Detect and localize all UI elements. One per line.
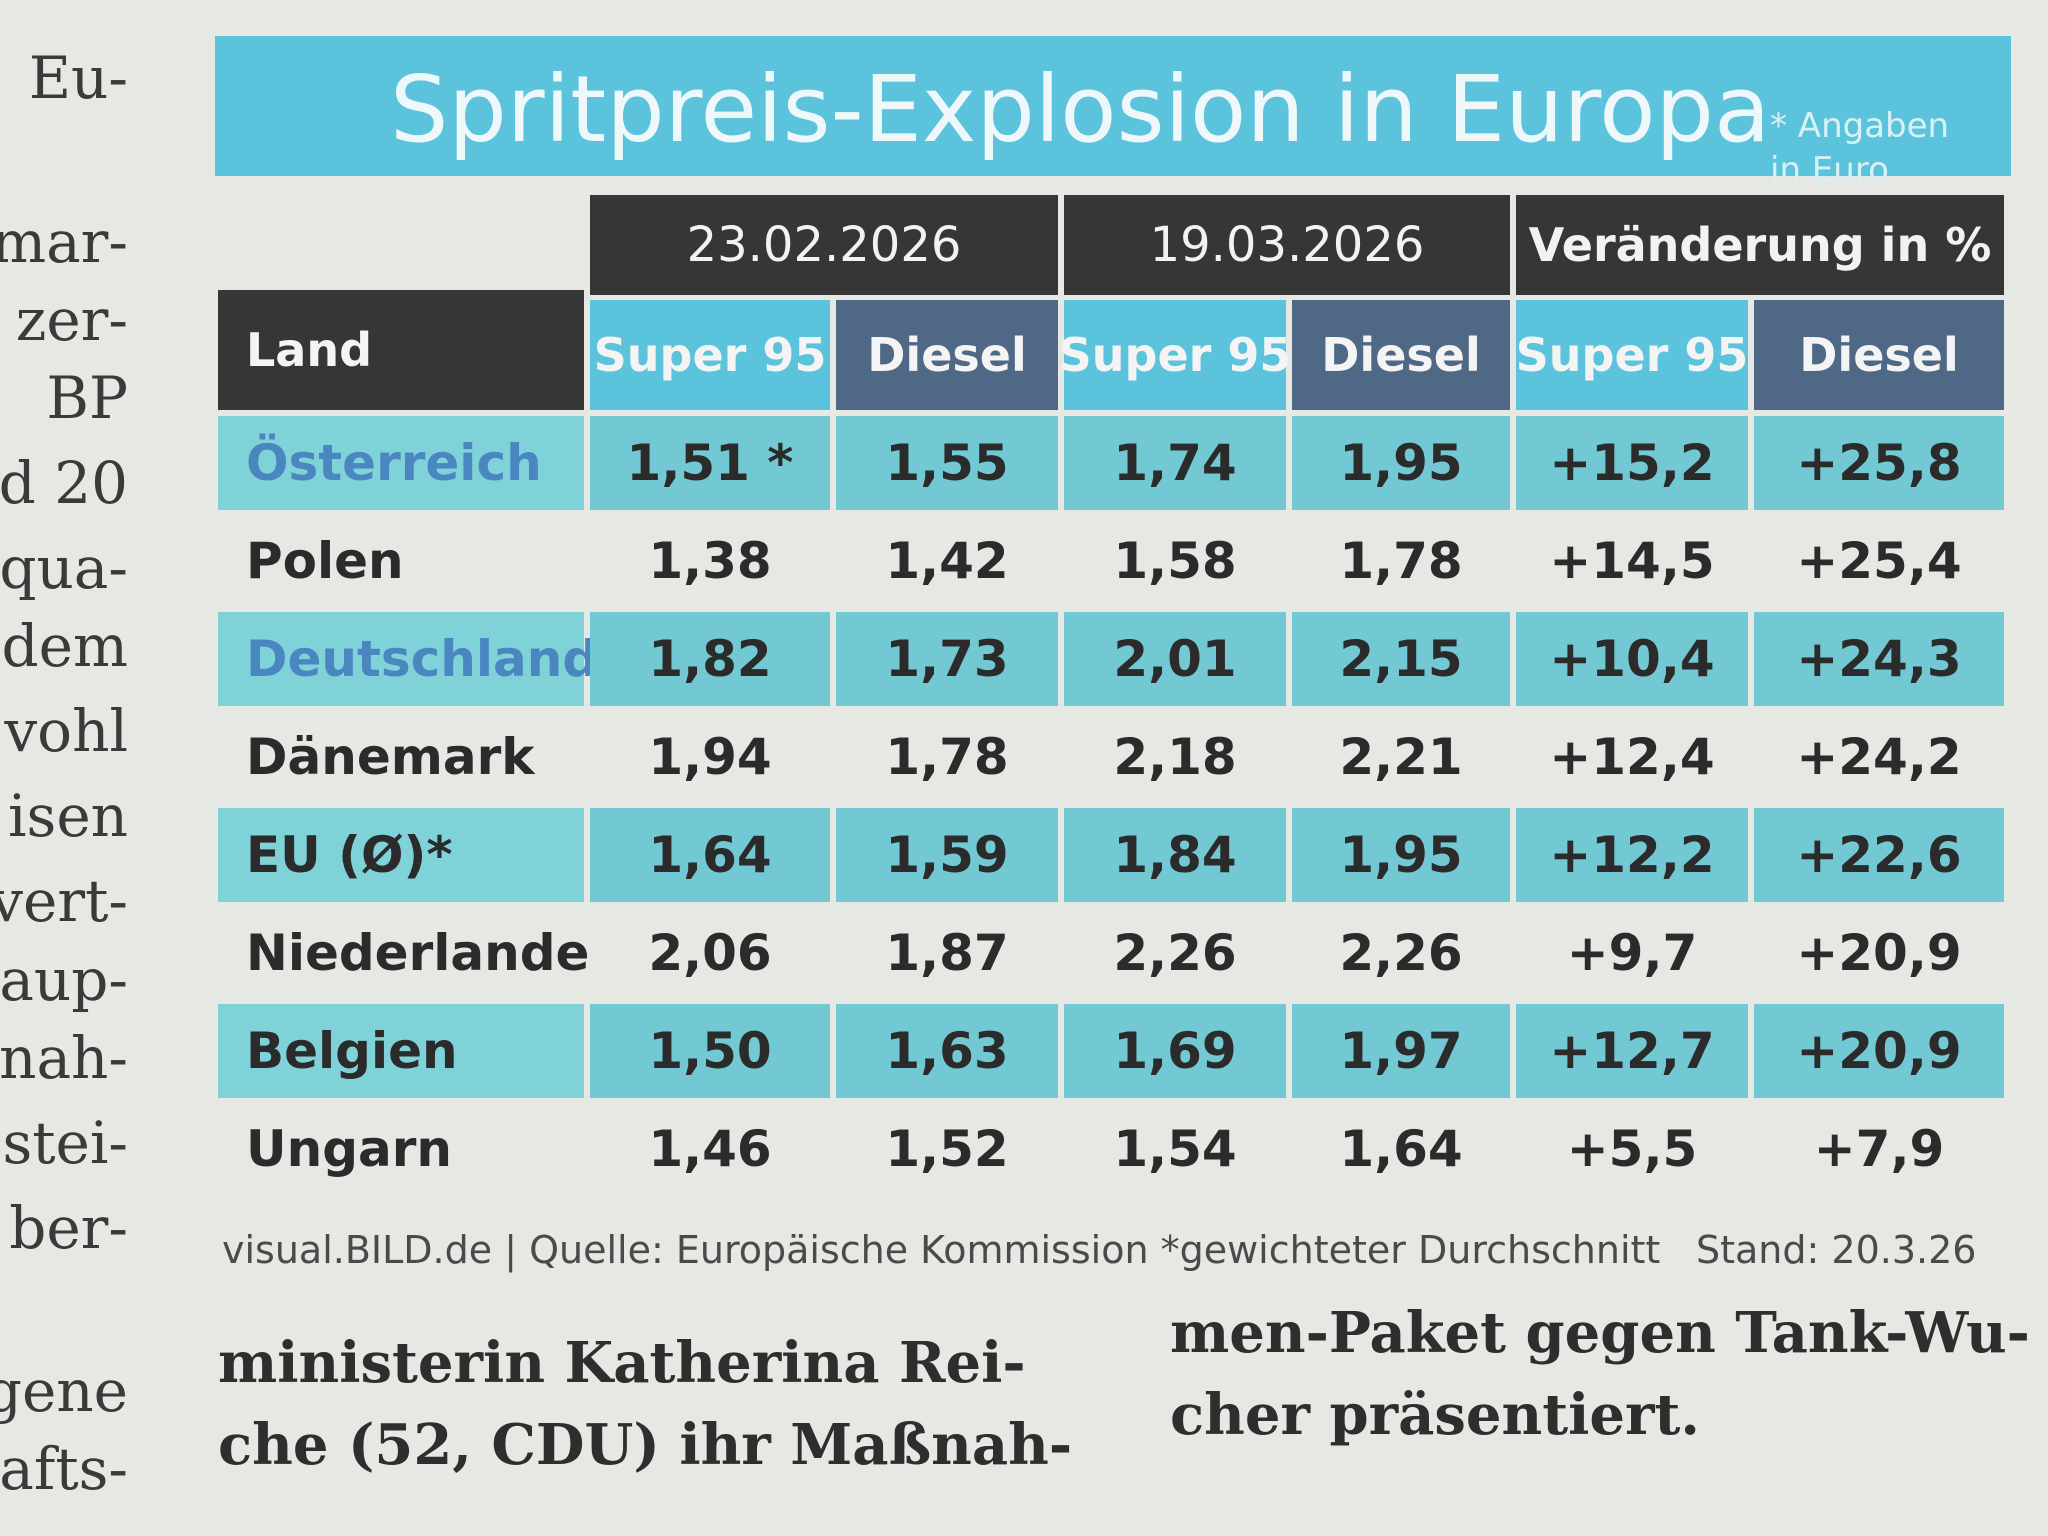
group-header: 23.02.2026	[590, 195, 1058, 295]
table-cell: 1,78	[1339, 532, 1463, 590]
note-line: in Euro	[1770, 150, 1889, 190]
table-cell: 1,82	[590, 612, 830, 706]
table-cell: 1,51 *	[590, 416, 830, 510]
table-cell: 2,26	[1339, 924, 1463, 982]
table-cell: 1,84	[1064, 808, 1286, 902]
table-cell: +12,4	[1549, 728, 1715, 786]
table-cell: 1,73	[836, 612, 1058, 706]
table-cell: 1,78	[885, 728, 1009, 786]
column-header: Super 95	[1059, 300, 1291, 410]
table-cell: 1,50	[590, 1004, 830, 1098]
table-cell: 1,55	[836, 416, 1058, 510]
column-fragment: ber-	[9, 1194, 128, 1262]
table-title: Spritpreis-Explosion in Europa	[390, 56, 1771, 163]
column-fragment: vert-	[0, 867, 128, 935]
table-cell: 1,95	[1292, 416, 1510, 510]
table-cell: 2,26	[1113, 924, 1237, 982]
table-cell: 1,54	[1113, 1120, 1237, 1178]
article-line: ministerin Katherina Rei-	[218, 1330, 1026, 1396]
table-cell: 2,21	[1339, 728, 1463, 786]
column-header: Super 95	[1516, 300, 1748, 410]
column-fragment: gene	[0, 1357, 128, 1425]
column-fragment: qua-	[0, 534, 128, 602]
table-cell: +24,3	[1754, 612, 2004, 706]
table-cell: +5,5	[1566, 1120, 1698, 1178]
column-fragment: BP	[46, 364, 128, 432]
row-label: Belgien	[218, 1004, 584, 1098]
table-cell: +10,4	[1516, 612, 1748, 706]
table-cell: 1,46	[648, 1120, 772, 1178]
table-cell: 1,58	[1113, 532, 1237, 590]
table-cell: 1,97	[1292, 1004, 1510, 1098]
column-header: Super 95	[590, 300, 830, 410]
column-fragment: zer-	[15, 286, 128, 354]
row-label: Ungarn	[246, 1120, 452, 1178]
column-header: Diesel	[836, 300, 1058, 410]
table-cell: 1,69	[1064, 1004, 1286, 1098]
table-cell: 1,95	[1292, 808, 1510, 902]
row-label: Deutschland	[218, 612, 598, 706]
column-fragment: nah-	[0, 1024, 128, 1092]
footer-date: Stand: 20.3.26	[1696, 1228, 1977, 1272]
table-cell: 1,59	[836, 808, 1058, 902]
column-fragment: d 20	[0, 449, 128, 517]
column-header: Diesel	[1292, 300, 1510, 410]
article-line: che (52, CDU) ihr Maßnah-	[218, 1412, 1073, 1478]
column-fragment: Eu-	[28, 44, 128, 112]
table-cell: +15,2	[1516, 416, 1748, 510]
table-cell: +9,7	[1566, 924, 1698, 982]
row-label: Polen	[246, 532, 404, 590]
table-cell: +7,9	[1813, 1120, 1945, 1178]
table-cell: 1,38	[648, 532, 772, 590]
table-cell: +12,7	[1516, 1004, 1748, 1098]
table-cell: +24,2	[1796, 728, 1962, 786]
group-header: Veränderung in %	[1516, 195, 2004, 295]
note-line: * Angaben	[1770, 106, 1950, 146]
column-fragment: isen	[8, 782, 128, 850]
column-fragment: dem	[1, 612, 128, 680]
row-label: Dänemark	[246, 728, 535, 786]
table-cell: +20,9	[1754, 1004, 2004, 1098]
table-cell: 2,18	[1113, 728, 1237, 786]
article-line: men-Paket gegen Tank-Wu-	[1170, 1300, 2030, 1366]
article-line: cher präsentiert.	[1170, 1382, 1700, 1448]
table-cell: 1,42	[885, 532, 1009, 590]
row-label: Österreich	[218, 416, 584, 510]
table-cell: +22,6	[1754, 808, 2004, 902]
table-cell: +25,4	[1796, 532, 1962, 590]
row-label: Niederlande	[246, 924, 590, 982]
table-cell: 1,64	[590, 808, 830, 902]
table-cell: +12,2	[1516, 808, 1748, 902]
table-cell: 2,01	[1064, 612, 1286, 706]
table-cell: 1,87	[885, 924, 1009, 982]
column-fragment: aup-	[0, 946, 128, 1014]
title-bar	[215, 36, 2011, 176]
column-fragment: vohl	[4, 697, 128, 765]
table-cell: +14,5	[1549, 532, 1715, 590]
column-fragment: stei-	[2, 1109, 128, 1177]
table-cell: 2,15	[1292, 612, 1510, 706]
column-fragment: mar-	[0, 208, 128, 276]
group-header: 19.03.2026	[1064, 195, 1510, 295]
row-label: EU (Ø)*	[218, 808, 584, 902]
table-cell: 1,94	[648, 728, 772, 786]
table-cell: 1,64	[1339, 1120, 1463, 1178]
footer-source: visual.BILD.de | Quelle: Europäische Kom…	[222, 1228, 1661, 1272]
column-fragment: afts-	[0, 1435, 128, 1503]
table-cell: +25,8	[1754, 416, 2004, 510]
note: * Angaben in Euro	[1770, 104, 1949, 192]
table-cell: 1,63	[836, 1004, 1058, 1098]
table-cell: 1,52	[885, 1120, 1009, 1178]
column-header: Diesel	[1754, 300, 2004, 410]
column-header: Land	[218, 290, 584, 410]
table-cell: +20,9	[1796, 924, 1962, 982]
table-cell: 2,06	[648, 924, 772, 982]
table-cell: 1,74	[1064, 416, 1286, 510]
